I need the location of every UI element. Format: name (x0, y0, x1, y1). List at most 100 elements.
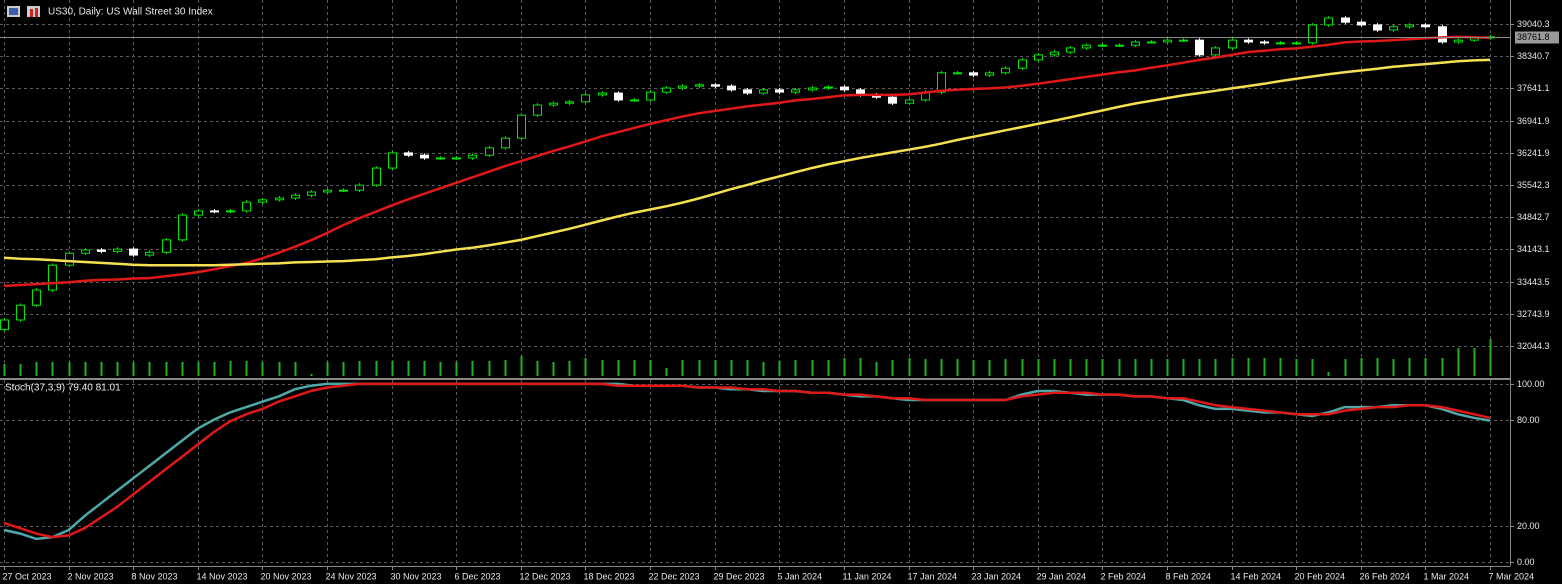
candle-body (1357, 21, 1366, 26)
candle-body (630, 99, 639, 102)
x-tick-label: 8 Nov 2023 (132, 571, 178, 581)
y-tick-label: 100.00 (1517, 379, 1545, 389)
chart-title: US30, Daily: US Wall Street 30 Index (48, 7, 213, 18)
y-tick-label: 36941.9 (1517, 116, 1550, 126)
x-tick-label: 27 Oct 2023 (3, 571, 52, 581)
candle-body (339, 189, 348, 192)
candle-body (97, 249, 106, 252)
candle-body (178, 214, 187, 241)
x-tick-label: 2 Nov 2023 (68, 571, 114, 581)
x-tick-label: 18 Dec 2023 (584, 571, 635, 581)
candle-body (646, 91, 655, 101)
grid (0, 0, 1510, 566)
candle-body (48, 264, 57, 291)
candle-body (468, 154, 477, 159)
candle-body (436, 157, 445, 160)
candle-body (1421, 24, 1430, 28)
icon (30, 9, 33, 17)
candle-body (1211, 47, 1220, 56)
candle-body (1373, 24, 1382, 31)
candle-body (1389, 26, 1398, 31)
candle-body (1082, 44, 1091, 49)
x-tick-label: 26 Feb 2024 (1360, 571, 1411, 581)
last-price-label: 38761.8 (1517, 32, 1550, 42)
candle-body (775, 89, 784, 93)
x-tick-label: 11 Jan 2024 (843, 571, 892, 581)
candle-body (581, 94, 590, 103)
indicator-title: Stoch(37,3,9) 79.40 81.01 (5, 383, 121, 394)
x-tick-label: 17 Jan 2024 (908, 571, 958, 581)
candle-body (711, 84, 720, 87)
candle-body (145, 251, 154, 256)
candle-body (258, 199, 267, 203)
candle-body (662, 87, 671, 93)
x-tick-label: 24 Nov 2023 (326, 571, 377, 581)
candle-body (1018, 59, 1027, 69)
candle-body (1292, 42, 1301, 45)
x-tick-label: 23 Jan 2024 (972, 571, 1022, 581)
candle-body (1341, 17, 1350, 23)
candle-body (808, 87, 817, 91)
candle-body (16, 304, 25, 321)
candle-body (1276, 42, 1285, 45)
candle-body (1066, 47, 1075, 53)
candle-body (323, 189, 332, 193)
candle-body (1454, 39, 1463, 43)
y-tick-label: 37641.1 (1517, 83, 1550, 93)
x-tick-label: 2 Feb 2024 (1101, 571, 1147, 581)
candle-body (743, 89, 752, 94)
candle-body (549, 102, 558, 106)
x-tick-label: 29 Dec 2023 (714, 571, 765, 581)
x-tick-label: 12 Dec 2023 (520, 571, 571, 581)
candle-body (1260, 41, 1269, 44)
x-tick-label: 6 Dec 2023 (455, 571, 501, 581)
y-tick-label: 36241.9 (1517, 148, 1550, 158)
candle-body (355, 184, 364, 191)
candle-body (162, 239, 171, 253)
candle-body (533, 104, 542, 116)
candle-body (840, 86, 849, 91)
x-tick-label: 14 Nov 2023 (197, 571, 248, 581)
icon (27, 6, 40, 17)
x-tick-label: 20 Nov 2023 (261, 571, 312, 581)
candle-body (678, 85, 687, 89)
y-tick-label: 80.00 (1517, 415, 1540, 425)
candle-body (501, 137, 510, 149)
x-tick-label: 20 Feb 2024 (1295, 571, 1346, 581)
candle-body (1438, 26, 1447, 43)
candle-body (65, 252, 74, 266)
x-tick-label: 8 Feb 2024 (1166, 571, 1212, 581)
candle-body (1195, 39, 1204, 56)
x-tick-label: 14 Feb 2024 (1231, 571, 1282, 581)
candle-body (452, 157, 461, 160)
candle-body (291, 194, 300, 199)
candle-body (81, 249, 90, 254)
candle-body (614, 92, 623, 101)
candle-body (905, 99, 914, 104)
candle-body (32, 289, 41, 306)
y-tick-label: 34143.1 (1517, 244, 1550, 254)
candle-body (194, 210, 203, 216)
y-tick-label: 38340.7 (1517, 51, 1550, 61)
candle-body (0, 319, 9, 331)
candle-body (517, 114, 526, 139)
candle-body (1163, 39, 1172, 43)
candle-body (937, 72, 946, 93)
y-tick-label: 34842.7 (1517, 212, 1550, 222)
y-tick-label: 0.00 (1517, 557, 1535, 567)
candle-body (565, 101, 574, 104)
y-tick-label: 20.00 (1517, 521, 1540, 531)
candle-body (598, 92, 607, 96)
candle-body (953, 72, 962, 75)
icon (35, 8, 38, 17)
candle-body (985, 72, 994, 76)
candle-body (824, 86, 833, 89)
candle-body (242, 201, 251, 212)
candle-body (759, 89, 768, 94)
x-tick-label: 1 Mar 2024 (1424, 571, 1470, 581)
candle-body (1050, 51, 1059, 56)
moving-average (3, 58, 1491, 267)
x-tick-label: 5 Jan 2024 (778, 571, 823, 581)
icon (9, 8, 18, 15)
